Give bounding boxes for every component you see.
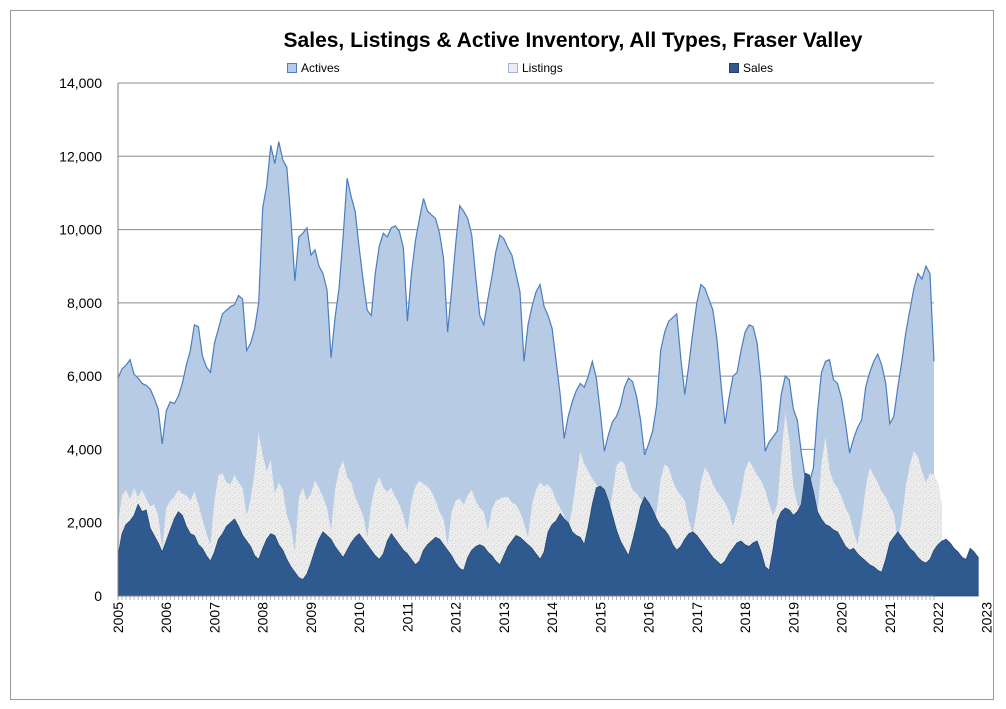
series-area-actives: [118, 141, 934, 596]
x-tick-label: 2005: [110, 602, 126, 633]
legend-swatch-actives: [287, 63, 297, 73]
legend-item-sales: Sales: [729, 61, 773, 75]
legend-label-listings: Listings: [522, 61, 563, 75]
x-tick-label: 2006: [158, 602, 174, 633]
y-tick-label: 0: [94, 588, 102, 604]
x-tick-label: 2009: [303, 602, 319, 633]
x-tick-label: 2011: [399, 602, 415, 632]
legend-label-sales: Sales: [743, 61, 774, 75]
x-tick-label: 2014: [544, 602, 560, 633]
y-tick-label: 14,000: [59, 75, 102, 91]
x-tick-label: 2020: [834, 602, 850, 633]
x-tick-label: 2015: [592, 602, 608, 633]
y-tick-label: 10,000: [59, 222, 102, 238]
y-tick-label: 6,000: [67, 368, 102, 384]
x-tick-label: 2019: [785, 602, 801, 633]
y-tick-label: 2,000: [67, 515, 102, 531]
y-tick-label: 4,000: [67, 441, 102, 457]
legend-item-actives: Actives: [287, 61, 340, 75]
x-tick-label: 2007: [206, 602, 222, 633]
x-tick-label: 2016: [641, 602, 657, 633]
chart-title: Sales, Listings & Active Inventory, All …: [283, 29, 863, 52]
legend-swatch-listings: [508, 63, 518, 73]
y-tick-label: 8,000: [67, 295, 102, 311]
x-tick-label: 2022: [930, 602, 946, 633]
x-tick-label: 2021: [882, 602, 898, 633]
x-tick-label: 2023: [978, 602, 994, 633]
legend-label-actives: Actives: [301, 61, 340, 75]
series-line-actives: [117, 141, 935, 484]
y-tick-label: 12,000: [59, 148, 102, 164]
x-tick-label: 2017: [689, 602, 705, 633]
chart-legend: Actives Listings Sales: [0, 61, 1006, 77]
x-tick-label: 2013: [496, 602, 512, 633]
legend-item-listings: Listings: [508, 61, 563, 75]
series-area-sales: [117, 472, 979, 597]
x-tick-label: 2010: [351, 602, 367, 633]
x-tick-label: 2018: [737, 602, 753, 633]
legend-swatch-sales: [729, 63, 739, 73]
chart-frame: [10, 10, 994, 700]
x-tick-label: 2012: [448, 602, 464, 633]
x-tick-label: 2008: [255, 602, 271, 633]
